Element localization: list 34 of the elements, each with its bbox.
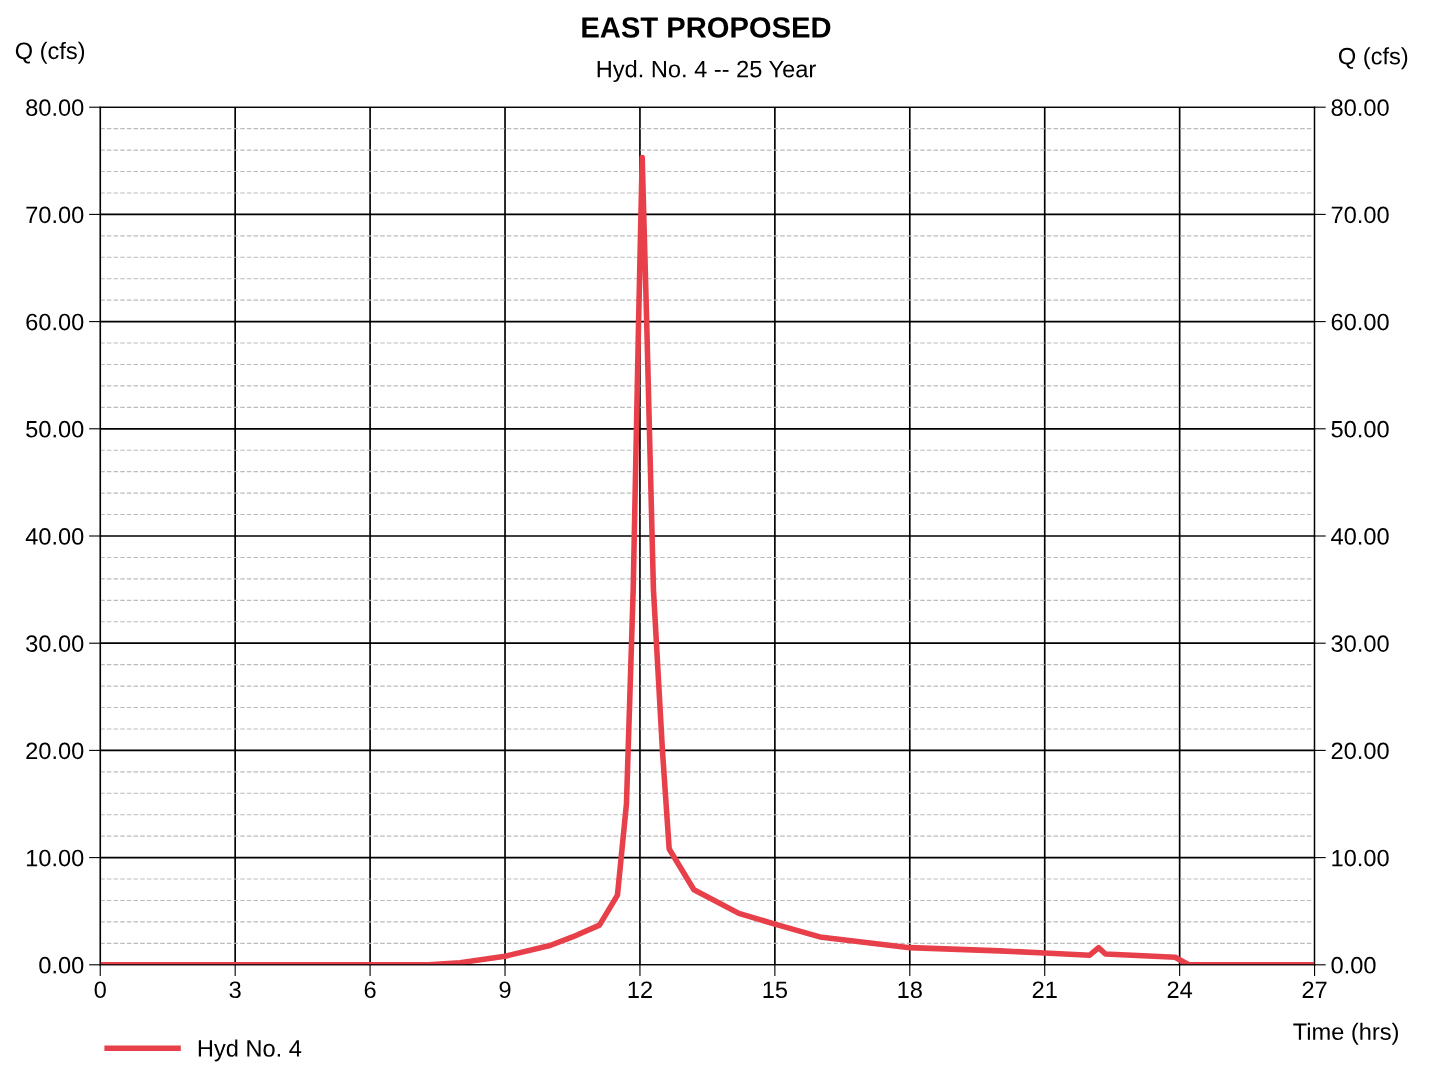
- x-tick-label: 0: [94, 981, 106, 999]
- y2-tick-label: 20.00: [1331, 742, 1389, 760]
- x-tick-label: 27: [1302, 981, 1327, 998]
- y-tick-label: 0.00: [39, 956, 84, 974]
- x-tick-label: 18: [898, 981, 922, 999]
- y-tick-label: 40.00: [25, 528, 84, 545]
- y-tick-label: 50.00: [26, 420, 84, 438]
- x-tick-label: 12: [628, 981, 652, 998]
- y2-tick-label: 0.00: [1331, 956, 1376, 974]
- y2-tick-label: 80.00: [1331, 99, 1389, 116]
- y-tick-label: 10.00: [26, 849, 84, 867]
- y-tick-label: 20.00: [26, 742, 84, 760]
- x-axis-title: Time (hrs): [1293, 1022, 1398, 1045]
- y2-tick-label: 30.00: [1331, 635, 1389, 652]
- x-tick-label: 15: [763, 981, 788, 999]
- x-tick-label: 21: [1032, 981, 1057, 998]
- y2-tick-label: 50.00: [1331, 420, 1389, 438]
- y2-tick-label: 60.00: [1331, 313, 1389, 331]
- y2-tick-label: 40.00: [1331, 528, 1389, 545]
- x-tick-label: 9: [499, 981, 511, 999]
- legend-label: Hyd No. 4: [198, 1039, 302, 1062]
- y2-tick-label: 70.00: [1331, 206, 1389, 224]
- y2-axis-title: Q (cfs): [1339, 47, 1408, 70]
- y-tick-label: 60.00: [26, 313, 84, 331]
- x-tick-label: 3: [229, 981, 241, 999]
- chart-subtitle: Hyd. No. 4 -- 25 Year: [597, 60, 816, 83]
- y2-tick-label: 10.00: [1332, 849, 1389, 867]
- x-tick-label: 24: [1167, 981, 1193, 998]
- y-tick-label: 30.00: [26, 635, 84, 652]
- y-tick-label: 70.00: [26, 206, 84, 224]
- y-tick-label: 80.00: [26, 99, 84, 116]
- x-tick-label: 6: [364, 981, 376, 999]
- chart-title: EAST PROPOSED: [582, 17, 831, 38]
- y-axis-title: Q (cfs): [15, 41, 85, 64]
